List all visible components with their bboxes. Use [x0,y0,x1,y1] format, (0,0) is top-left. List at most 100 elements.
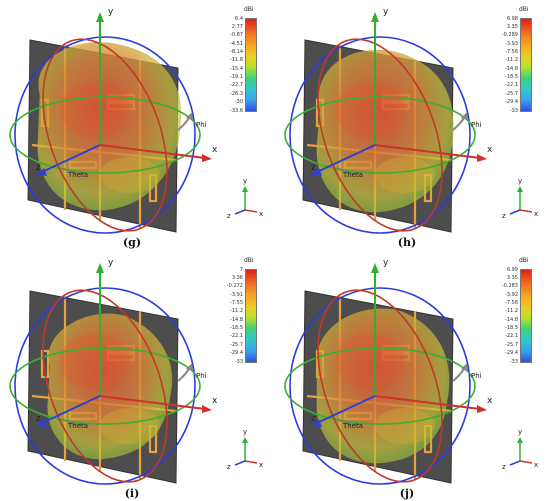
colorbar-tick-label: -4.51 [230,40,243,47]
scene-3d: y x z Phi Theta y x z [9,258,263,485]
colorbar-tick-label: -25.7 [230,341,243,348]
coordinate-rings [284,287,476,485]
colorbar [520,269,532,363]
colorbar-title: dBi [244,6,254,13]
colorbar-tick-label: -29.4 [505,350,518,357]
colorbar-tick-label: -33.6 [230,107,243,114]
radiation-pattern-panel-h: y x z Phi Theta y x z dBi 6.98 3.35 -0.289 -3.93 -7.5… [275,0,550,250]
theta-label: Theta [342,422,363,430]
orientation-triad: y x z [227,428,263,471]
colorbar-tick-label: 6.4 [235,15,243,22]
triad-x-label: x [534,461,538,469]
triad-z-label: z [227,212,231,220]
triad-z-label: z [502,463,506,471]
theta-label: Theta [67,171,88,179]
colorbar-tick-label: -30 [234,99,243,106]
colorbar-tick-label: -33 [234,358,243,365]
coordinate-rings [284,36,476,234]
colorbar-tick-label: -19.1 [230,74,243,81]
colorbar-tick-label: -25.7 [505,90,518,97]
colorbar-tick-label: -33 [509,358,518,365]
triad-y-label: y [518,177,522,185]
main-axes [36,12,212,176]
radiation-pattern-surface [37,42,182,211]
colorbar-tick-label: -11.2 [505,308,518,315]
colorbar-tick-label: -25.7 [505,341,518,348]
coordinate-rings [9,36,201,234]
colorbar-title: dBi [519,257,529,264]
colorbar-tick-label: 3.36 [231,274,243,281]
phi-label: Phi [471,372,482,380]
colorbar-tick-label: 2.77 [231,23,243,30]
colorbar-tick-label: -22.1 [230,333,243,340]
triad-z-label: z [227,463,231,471]
radiation-pattern-panel-g: y x z Phi Theta y x z dBi 6.4 2.77 -0.87 -4.51 -8.14 -… [0,0,275,250]
y-axis-label: y [108,7,114,17]
colorbar-tick-label: -22.1 [505,333,518,340]
scene-3d: y x z Phi Theta y x z [9,7,263,234]
x-axis-label: x [212,396,218,406]
colorbar-tick-label: -7.56 [505,48,518,55]
x-axis-label: x [487,396,493,406]
scene-3d: y x z Phi Theta y x z [284,7,538,234]
triad-y-label: y [518,428,522,436]
main-axes [36,263,212,427]
colorbar-tick-label: -0.87 [230,32,243,39]
colorbar-tick-label: 6.98 [506,15,518,22]
panel-caption: (h) [397,236,417,249]
colorbar-tick-label: -18.5 [505,74,518,81]
radiation-pattern-surface [316,308,450,464]
colorbar-tick-label: -7.55 [230,299,243,306]
colorbar-tick-label: -22.7 [230,82,243,89]
colorbar-tick-label: -11.2 [230,308,243,315]
x-axis-label: x [212,145,218,155]
orientation-triad: y x z [502,177,538,220]
colorbar-tick-label: 3.35 [506,23,518,30]
colorbar [245,18,257,112]
radiation-pattern-panel-i: y x z Phi Theta y x z dBi 7 3.36 -0.272 -3.91 -7.55 -1… [0,251,275,501]
colorbar-tick-label: -11.8 [230,57,243,64]
colorbar-tick-label: -7.56 [505,299,518,306]
triad-x-label: x [259,210,263,218]
panel-caption: (i) [124,487,140,500]
main-axes [311,263,487,427]
colorbar-tick-label: -3.92 [505,291,518,298]
colorbar-tick-label: 7 [239,266,243,273]
colorbar-tick-label: -0.272 [226,283,243,290]
phi-label: Phi [196,372,207,380]
radiation-pattern-panel-j: y x z Phi Theta y x z dBi 6.99 3.35 -0.283 -3.92 -7.5… [275,251,550,501]
y-axis-label: y [383,7,389,17]
phi-label: Phi [471,121,482,129]
colorbar-tick-label: -3.91 [230,291,243,298]
z-axis-label: z [36,163,41,173]
colorbar-title: dBi [519,6,529,13]
colorbar-title: dBi [244,257,254,264]
triad-y-label: y [243,177,247,185]
panel-caption: (g) [122,236,142,249]
colorbar-tick-label: -29.4 [505,99,518,106]
triad-y-label: y [243,428,247,436]
colorbar-tick-label: 6.99 [506,266,518,273]
colorbar-tick-label: -14.8 [505,65,518,72]
colorbar-tick-label: -15.4 [230,65,243,72]
z-axis-label: z [311,163,316,173]
colorbar-tick-label: -0.283 [501,283,518,290]
colorbar-tick-label: -18.5 [505,325,518,332]
orientation-triad: y x z [502,428,538,471]
panel-caption: (j) [399,487,415,500]
colorbar-tick-label: -3.93 [505,40,518,47]
y-axis-label: y [383,258,389,268]
main-axes [311,12,487,176]
z-axis-label: z [36,414,41,424]
y-axis-label: y [108,258,114,268]
colorbar [520,18,532,112]
scene-3d: y x z Phi Theta y x z [284,258,538,485]
colorbar-tick-label: -18.5 [230,325,243,332]
colorbar-tick-label: 3.35 [506,274,518,281]
triad-x-label: x [259,461,263,469]
x-axis-label: x [487,145,493,155]
colorbar-tick-label: -0.289 [501,32,518,39]
colorbar-tick-label: -14.8 [230,316,243,323]
colorbar-tick-label: -14.8 [505,316,518,323]
colorbar-tick-label: -26.3 [230,90,243,97]
